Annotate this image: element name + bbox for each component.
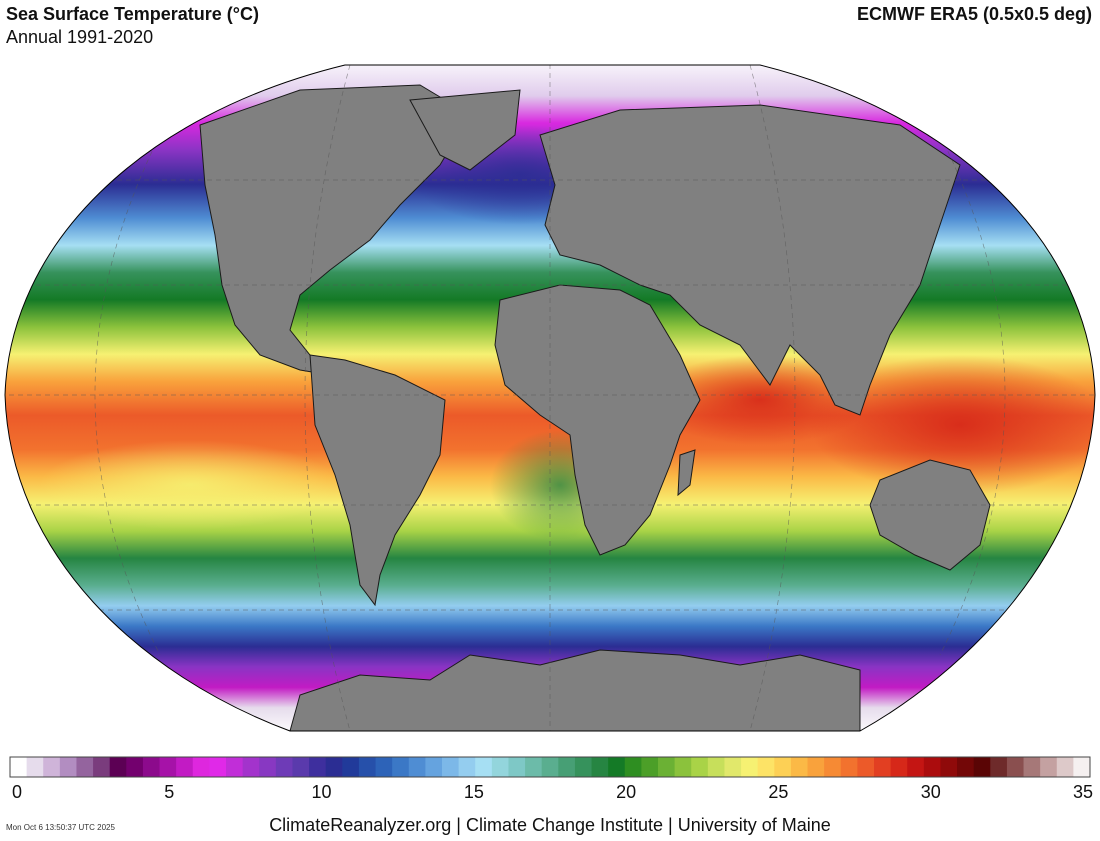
colorbar-swatch bbox=[43, 757, 61, 777]
colorbar-swatch bbox=[159, 757, 177, 777]
colorbar-swatch bbox=[1006, 757, 1025, 777]
colorbar-swatch bbox=[192, 757, 210, 777]
colorbar-swatch bbox=[940, 757, 958, 777]
colorbar-swatch bbox=[275, 757, 293, 777]
colorbar-swatch bbox=[392, 757, 410, 777]
colorbar-swatch bbox=[757, 757, 775, 777]
colorbar-swatch bbox=[1073, 757, 1091, 777]
colorbar-swatch bbox=[26, 757, 44, 777]
colorbar-swatch bbox=[907, 757, 925, 777]
timestamp: Mon Oct 6 13:50:37 UTC 2025 bbox=[6, 823, 115, 832]
colorbar-swatch bbox=[957, 757, 975, 777]
colorbar-swatch bbox=[508, 757, 526, 777]
colorbar-swatch bbox=[840, 757, 858, 777]
colorbar-tick-label: 0 bbox=[11, 782, 23, 802]
colorbar-swatch bbox=[990, 757, 1008, 777]
land-masses bbox=[199, 84, 991, 731]
colorbar-swatch bbox=[475, 757, 493, 777]
colorbar-swatch bbox=[724, 757, 742, 777]
graticule bbox=[5, 65, 1095, 731]
east-pacific-cold-tongue bbox=[40, 440, 340, 530]
colorbar-swatch bbox=[973, 757, 991, 777]
colorbar-swatch bbox=[59, 757, 77, 777]
colorbar-swatch bbox=[890, 757, 908, 777]
indian-ocean-warm-region bbox=[650, 355, 870, 445]
colorbar-swatch bbox=[624, 757, 642, 777]
colorbar-swatch bbox=[857, 757, 875, 777]
colorbar-swatch bbox=[541, 757, 559, 777]
colorbar-swatch bbox=[292, 757, 310, 777]
colorbar-swatch bbox=[209, 757, 227, 777]
colorbar-swatch bbox=[226, 757, 244, 777]
colorbar-swatch bbox=[608, 757, 626, 777]
colorbar-swatch bbox=[1040, 757, 1058, 777]
colorbar-swatch bbox=[1023, 757, 1041, 777]
eurasia-land bbox=[539, 104, 961, 416]
colorbar-swatch bbox=[126, 757, 144, 777]
colorbar-swatch bbox=[774, 757, 792, 777]
colorbar-border bbox=[9, 756, 1091, 778]
colorbar-swatch bbox=[93, 757, 111, 777]
colorbar bbox=[9, 756, 1091, 778]
colorbar-swatch bbox=[142, 757, 161, 777]
south-america-land bbox=[309, 354, 446, 607]
africa-land bbox=[494, 284, 701, 556]
colorbar-swatch bbox=[176, 757, 194, 777]
colorbar-swatch bbox=[707, 757, 725, 777]
credits: ClimateReanalyzer.org | Climate Change I… bbox=[269, 815, 831, 835]
colorbar-swatch bbox=[558, 757, 576, 777]
sst-world-map bbox=[4, 64, 1096, 732]
greenland-land bbox=[409, 89, 521, 171]
colorbar-tick-label: 10 bbox=[311, 782, 332, 802]
colorbar-swatch bbox=[325, 757, 343, 777]
map-subtitle: Annual 1991-2020 bbox=[6, 27, 154, 47]
colorbar-swatch bbox=[408, 757, 426, 777]
colorbar-swatch bbox=[10, 757, 28, 777]
map-title: Sea Surface Temperature (°C) bbox=[6, 4, 259, 24]
colorbar-tick-label: 20 bbox=[616, 782, 637, 802]
colorbar-swatch bbox=[574, 757, 593, 777]
colorbar-swatch bbox=[491, 757, 509, 777]
colorbar-swatch bbox=[76, 757, 94, 777]
colorbar-swatch bbox=[923, 757, 941, 777]
colorbar-swatch bbox=[790, 757, 809, 777]
colorbar-swatch bbox=[807, 757, 825, 777]
colorbar-swatch bbox=[591, 757, 609, 777]
colorbar-swatch bbox=[658, 757, 676, 777]
colorbar-swatch bbox=[425, 757, 443, 777]
antarctica-land bbox=[289, 649, 861, 731]
colorbar-swatch bbox=[242, 757, 260, 777]
colorbar-tick-label: 30 bbox=[920, 782, 941, 802]
colorbar-swatch bbox=[1056, 757, 1074, 777]
colorbar-swatch bbox=[375, 757, 393, 777]
colorbar-swatch bbox=[874, 757, 892, 777]
colorbar-tick-label: 15 bbox=[463, 782, 484, 802]
colorbar-swatch bbox=[641, 757, 659, 777]
colorbar-tick-label: 35 bbox=[1072, 782, 1094, 802]
colorbar-swatch bbox=[358, 757, 377, 777]
colorbar-swatch bbox=[824, 757, 842, 777]
madagascar-land bbox=[677, 449, 696, 497]
map-outline bbox=[4, 64, 1096, 732]
colorbar-swatch bbox=[442, 757, 460, 777]
colorbar-swatch bbox=[458, 757, 476, 777]
colorbar-swatch bbox=[109, 757, 127, 777]
colorbar-swatch bbox=[309, 757, 327, 777]
colorbar-swatch bbox=[674, 757, 692, 777]
colorbar-swatch bbox=[259, 757, 277, 777]
colorbar-swatch bbox=[342, 757, 360, 777]
colorbar-tick-label: 5 bbox=[164, 782, 175, 802]
australia-land bbox=[869, 459, 991, 571]
dataset-label: ECMWF ERA5 (0.5x0.5 deg) bbox=[856, 4, 1092, 24]
colorbar-swatch bbox=[741, 757, 759, 777]
colorbar-swatch bbox=[691, 757, 709, 777]
west-pacific-warm-pool bbox=[810, 355, 1095, 495]
colorbar-tick-label: 25 bbox=[768, 782, 789, 802]
colorbar-swatch bbox=[525, 757, 543, 777]
